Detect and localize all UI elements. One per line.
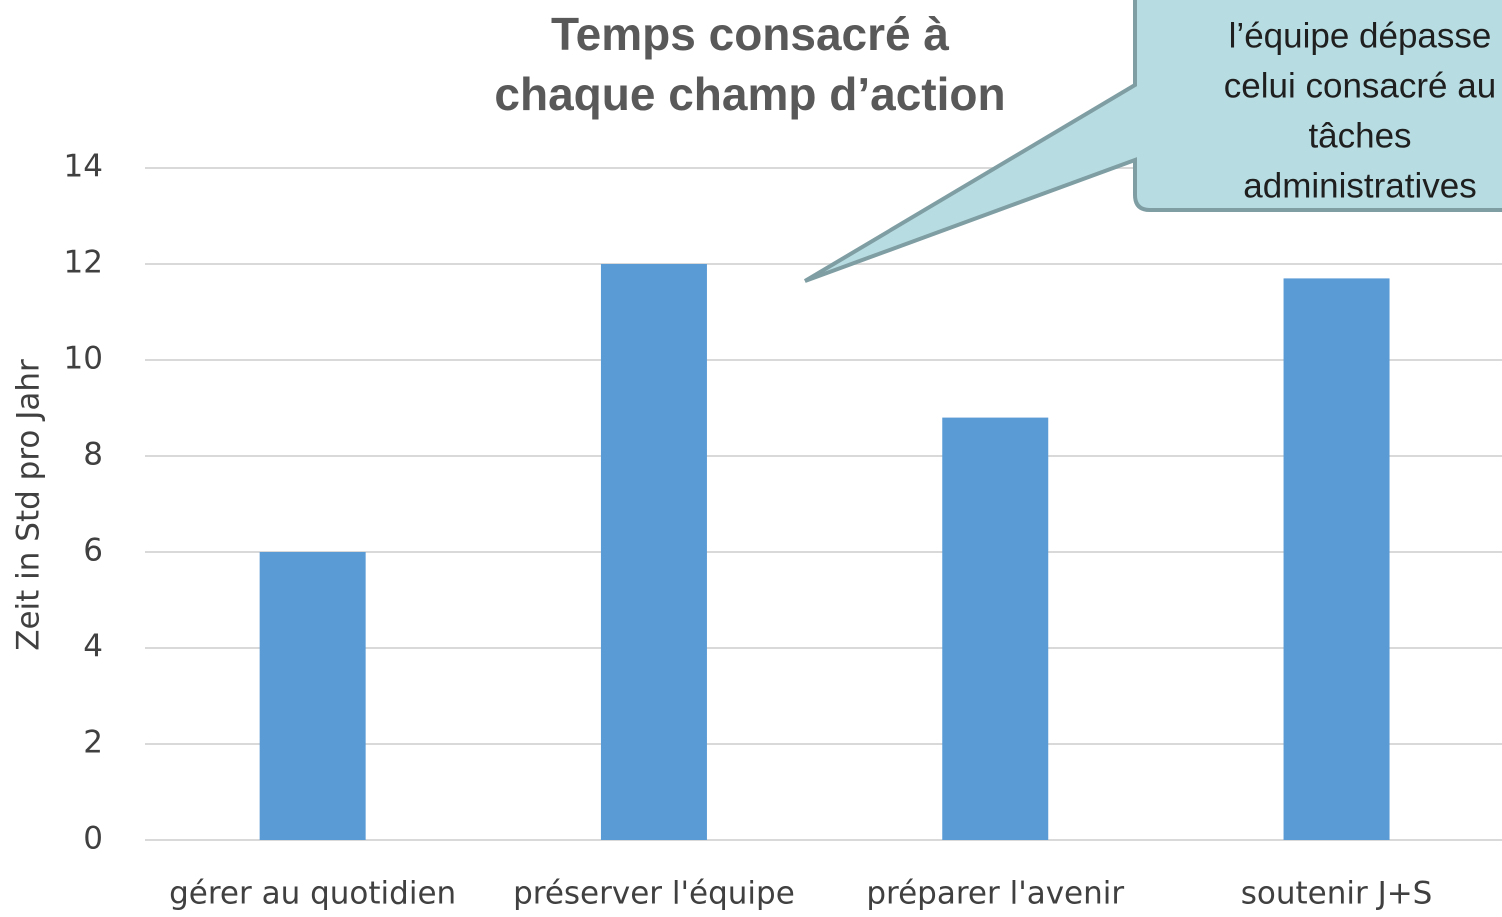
bar bbox=[942, 417, 1049, 840]
annotation-line: celui consacré au bbox=[1224, 66, 1496, 105]
y-tick-label: 2 bbox=[83, 725, 103, 761]
annotation-line: tâches bbox=[1308, 116, 1411, 155]
y-tick-label: 8 bbox=[83, 437, 103, 473]
y-tick-label: 4 bbox=[83, 629, 103, 665]
x-tick-label: gérer au quotidien bbox=[169, 876, 456, 912]
y-tick-label: 6 bbox=[83, 533, 103, 569]
callout-text: l’équipe dépasse celui consacré au tâches a… bbox=[1224, 16, 1496, 205]
bar bbox=[600, 264, 707, 840]
y-axis-label: Zeit in Std pro Jahr bbox=[11, 359, 47, 651]
y-tick-label: 12 bbox=[64, 245, 103, 281]
y-tick-label: 0 bbox=[83, 821, 103, 857]
x-tick-label: soutenir J+S bbox=[1241, 876, 1433, 912]
y-tick-label: 10 bbox=[64, 341, 103, 377]
plot-area: 0 2 4 6 8 10 12 14 gérer au quotidien préserver l… bbox=[64, 149, 1502, 912]
annotation-line: l’équipe dépasse bbox=[1229, 16, 1492, 55]
bar bbox=[259, 552, 366, 840]
x-tick-label: préserver l'équipe bbox=[513, 876, 795, 912]
x-tick-label: préparer l'avenir bbox=[866, 876, 1124, 912]
annotation-line: administratives bbox=[1243, 166, 1476, 205]
chart-title: chaque champ d’action bbox=[494, 68, 1005, 120]
callout bbox=[803, 0, 1502, 283]
y-tick-label: 14 bbox=[64, 149, 103, 185]
bar bbox=[1283, 278, 1390, 840]
chart-title: Temps consacré à bbox=[551, 8, 949, 60]
